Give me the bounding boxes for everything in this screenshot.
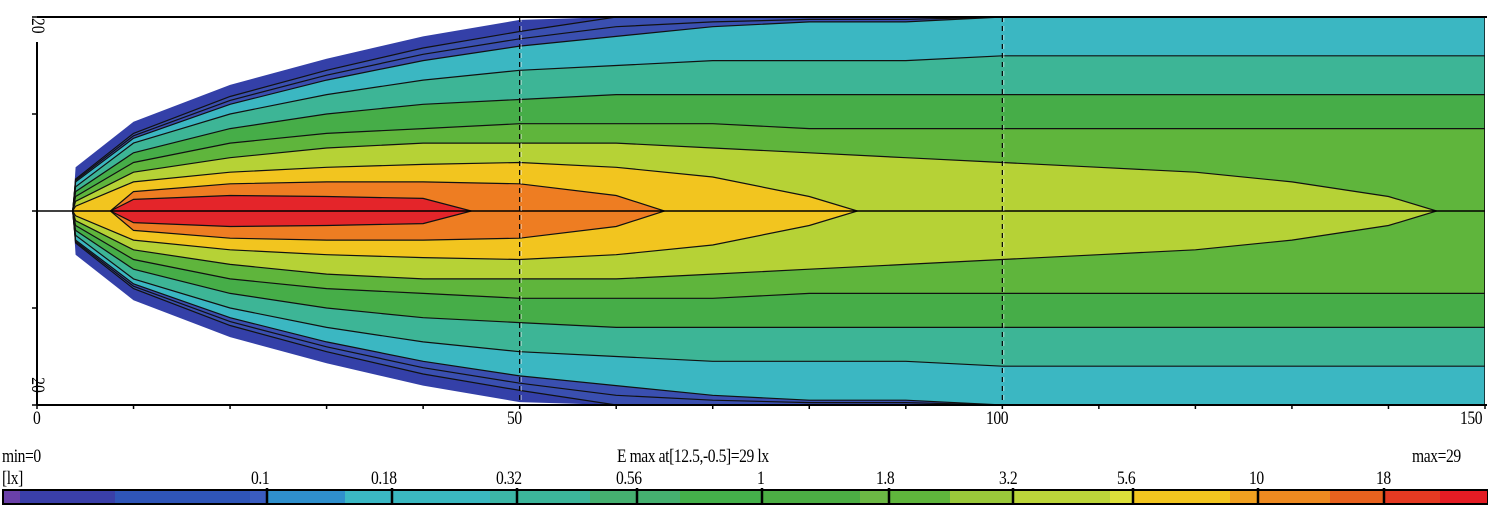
colorbar-label-0-56: 0.56 [616, 468, 642, 489]
colorbar-label-1-8: 1.8 [876, 468, 895, 489]
min-value-label: min=0 [2, 446, 41, 467]
x-tick-label-100: 100 [986, 408, 1009, 429]
colorbar-label-1: 1 [757, 468, 765, 489]
x-tick-label-50: 50 [507, 408, 522, 429]
colorbar-label-0-32: 0.32 [496, 468, 522, 489]
colorbar-label-3-2: 3.2 [999, 468, 1018, 489]
y-tick-label-minus-20: -20 [27, 372, 48, 393]
emax-label: E max at[12.5,-0.5]=29 lx [617, 446, 769, 467]
colorbar-label-18: 18 [1376, 468, 1391, 489]
colorbar-label-5-6: 5.6 [1117, 468, 1136, 489]
colorbar [2, 488, 1488, 505]
x-tick-label-0: 0 [33, 408, 41, 429]
colorbar-label-0-18: 0.18 [371, 468, 397, 489]
unit-label: [lx] [2, 468, 23, 489]
max-value-label: max=29 [1412, 446, 1461, 467]
axes [32, 16, 1487, 409]
x-tick-label-150: 150 [1460, 408, 1483, 429]
colorbar-label-10: 10 [1249, 468, 1264, 489]
y-tick-label-20: 20 [27, 18, 48, 34]
colorbar-label-0-1: 0.1 [251, 468, 270, 489]
